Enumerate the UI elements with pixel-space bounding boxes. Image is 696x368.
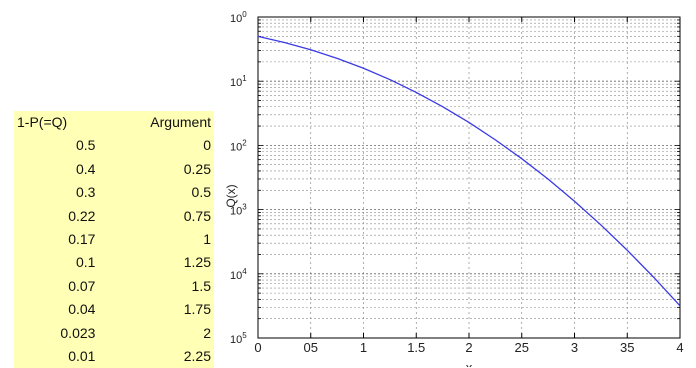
cell-q: 0.01 xyxy=(68,348,96,365)
y-tick-label: 102 xyxy=(230,138,247,153)
x-tick-label: 35 xyxy=(620,340,634,355)
q-curve-line xyxy=(257,35,681,307)
cell-argument: 2 xyxy=(203,324,211,341)
table-row: 0.023 2 xyxy=(14,322,214,345)
x-tick-label: 4 xyxy=(676,340,683,355)
series-layer xyxy=(257,35,681,307)
q-table-panel: 1-P(=Q) Argument 0.5 0 0.4 0.25 0.3 0.5 0.2… xyxy=(14,111,214,368)
cell-q: 0.3 xyxy=(75,184,96,201)
y-tick-label: 100 xyxy=(230,10,247,25)
cell-q: 0.1 xyxy=(75,254,96,271)
cell-q: 0.07 xyxy=(68,277,96,294)
cell-argument: 0 xyxy=(203,137,211,154)
cell-argument: 1.25 xyxy=(183,254,211,271)
x-tick-label: 0 xyxy=(254,340,261,355)
cell-q: 0.17 xyxy=(68,231,96,248)
table-row: 0.1 1.25 xyxy=(14,251,214,274)
y-tick-label: 103 xyxy=(230,203,247,218)
y-axis-label: Q(x) xyxy=(224,184,238,207)
q-table: 1-P(=Q) Argument 0.5 0 0.4 0.25 0.3 0.5 0.2… xyxy=(14,111,214,368)
cell-q: 0.023 xyxy=(60,324,96,341)
cell-q: 0.04 xyxy=(68,301,96,318)
table-row: 0.3 0.5 xyxy=(14,181,214,204)
cell-q: 0.22 xyxy=(68,207,96,224)
cell-argument: 1.75 xyxy=(183,301,211,318)
table-row: 0.01 2.25 xyxy=(14,345,214,368)
x-tick-label: 2 xyxy=(465,340,472,355)
cell-argument: 1.5 xyxy=(191,277,211,294)
x-axis-label: x xyxy=(466,360,473,367)
header-argument: Argument xyxy=(150,114,211,130)
x-tick-label: 1 xyxy=(360,340,367,355)
cell-q: 0.4 xyxy=(75,160,96,177)
y-tick-label: 105 xyxy=(230,331,247,346)
q-function-chart: 0 05 1 1.5 2 25 3 35 4 100 101 102 103 104 105 x Q(x) xyxy=(224,10,684,367)
x-tick-labels: 0 05 1 1.5 2 25 3 35 4 xyxy=(254,340,683,355)
table-row: 0.22 0.75 xyxy=(14,205,214,228)
cell-q: 0.5 xyxy=(75,137,96,154)
table-row: 0.04 1.75 xyxy=(14,298,214,321)
table-header-row: 1-P(=Q) Argument xyxy=(14,111,214,134)
y-tick-label: 101 xyxy=(230,74,247,89)
cell-argument: 0.75 xyxy=(183,207,211,224)
x-tick-label: 25 xyxy=(515,340,529,355)
x-tick-label: 3 xyxy=(571,340,578,355)
cell-argument: 0.5 xyxy=(191,184,211,201)
cell-argument: 1 xyxy=(203,231,211,248)
plot-frame xyxy=(257,16,681,339)
y-tick-label: 104 xyxy=(230,267,247,282)
table-row: 0.17 1 xyxy=(14,228,214,251)
grid-layer xyxy=(258,17,680,338)
table-row: 0.4 0.25 xyxy=(14,158,214,181)
cell-argument: 2.25 xyxy=(183,348,211,365)
y-tick-labels: 100 101 102 103 104 105 xyxy=(230,10,247,346)
table-row: 0.5 0 xyxy=(14,134,214,157)
table-row: 0.07 1.5 xyxy=(14,275,214,298)
x-tick-label: 1.5 xyxy=(407,340,425,355)
x-tick-label: 05 xyxy=(304,340,318,355)
cell-argument: 0.25 xyxy=(183,160,211,177)
header-q: 1-P(=Q) xyxy=(17,114,68,130)
